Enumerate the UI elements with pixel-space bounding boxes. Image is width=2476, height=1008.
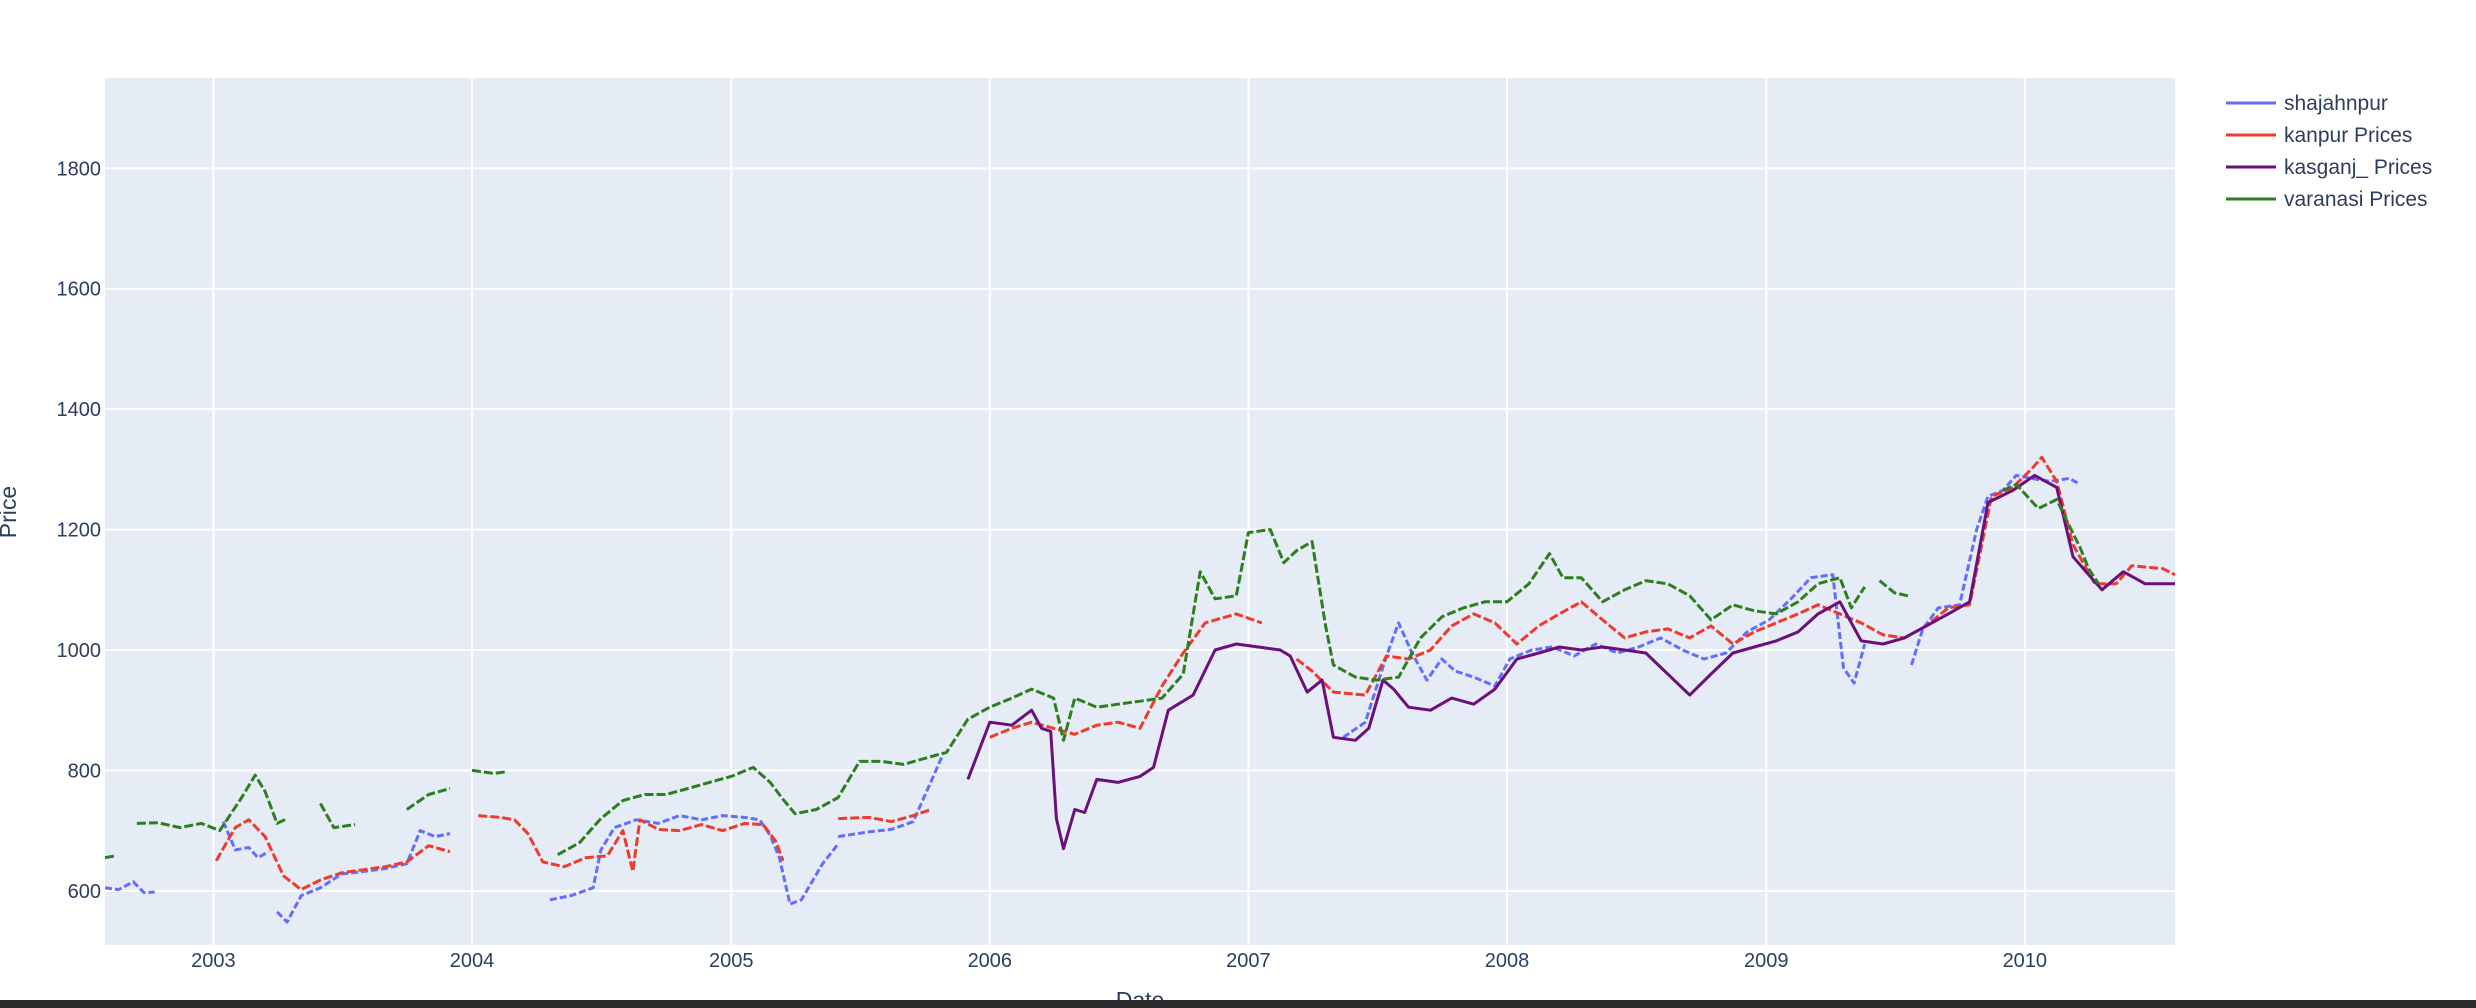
y-gridlines xyxy=(105,167,2175,892)
series-line-segment xyxy=(838,808,932,824)
series-line-segment xyxy=(1878,579,1909,598)
series-3-trace xyxy=(104,482,2100,860)
series-line-segment xyxy=(556,528,1866,857)
series-line-segment xyxy=(471,768,508,775)
x-tick-label: 2008 xyxy=(1485,950,1530,972)
legend-label: kasganj_ Prices xyxy=(2284,156,2432,179)
legend-label: varanasi Prices xyxy=(2284,188,2428,211)
series-lines xyxy=(104,455,2176,924)
series-line-segment xyxy=(405,787,451,811)
series-2-trace xyxy=(966,473,2175,851)
legend-item[interactable]: kasganj_ Prices xyxy=(2226,156,2432,179)
x-gridlines xyxy=(212,78,2026,945)
legend-label: shajahnpur xyxy=(2284,92,2388,115)
series-line-segment xyxy=(837,751,946,839)
y-tick-label: 800 xyxy=(68,760,101,782)
legend[interactable]: shajahnpur kanpur Prices kasganj_ Prices va… xyxy=(2226,92,2432,211)
series-line-segment xyxy=(549,814,840,906)
x-tick-label: 2009 xyxy=(1744,950,1789,972)
window-bottom-edge xyxy=(0,1000,2476,1008)
legend-item[interactable]: shajahnpur xyxy=(2226,92,2388,115)
y-tick-label: 1000 xyxy=(57,640,102,662)
x-tick-label: 2006 xyxy=(968,950,1013,972)
y-tick-label: 600 xyxy=(68,881,101,903)
series-line-segment xyxy=(214,818,451,892)
series-line-segment xyxy=(104,854,116,860)
y-tick-label: 1400 xyxy=(57,399,102,421)
series-line-segment xyxy=(1342,573,1867,739)
x-tick-label: 2005 xyxy=(709,950,754,972)
series-line-segment xyxy=(221,821,270,860)
legend-item[interactable]: varanasi Prices xyxy=(2226,188,2428,211)
legend-label: kanpur Prices xyxy=(2284,124,2412,147)
x-tick-label: 2010 xyxy=(2003,950,2048,972)
series-1-trace xyxy=(214,455,2176,892)
x-tick-label: 2007 xyxy=(1226,950,1271,972)
series-line-segment xyxy=(104,880,155,895)
y-tick-label: 1800 xyxy=(57,158,102,180)
series-line-segment xyxy=(2002,482,2100,585)
y-axis-ticks: 600 800 1000 1200 1400 1600 1800 xyxy=(57,158,102,903)
series-line-segment xyxy=(319,802,356,830)
series-line-segment xyxy=(478,814,785,873)
x-tick-label: 2004 xyxy=(450,950,495,972)
y-tick-label: 1200 xyxy=(57,520,102,542)
series-line-segment xyxy=(989,612,1263,739)
legend-item[interactable]: kanpur Prices xyxy=(2226,124,2412,147)
series-line-segment xyxy=(276,829,451,924)
x-tick-label: 2003 xyxy=(191,950,236,972)
y-axis-title: Price xyxy=(0,486,21,538)
x-axis-title: Date xyxy=(1116,987,1165,1000)
x-axis-ticks: 2003 2004 2005 2006 2007 2008 2009 2010 xyxy=(191,950,2047,972)
plot-background xyxy=(105,78,2175,945)
series-line-segment xyxy=(1295,455,2176,697)
y-tick-label: 1600 xyxy=(57,279,102,301)
series-line-segment xyxy=(136,773,288,833)
series-line-segment xyxy=(966,473,2175,851)
